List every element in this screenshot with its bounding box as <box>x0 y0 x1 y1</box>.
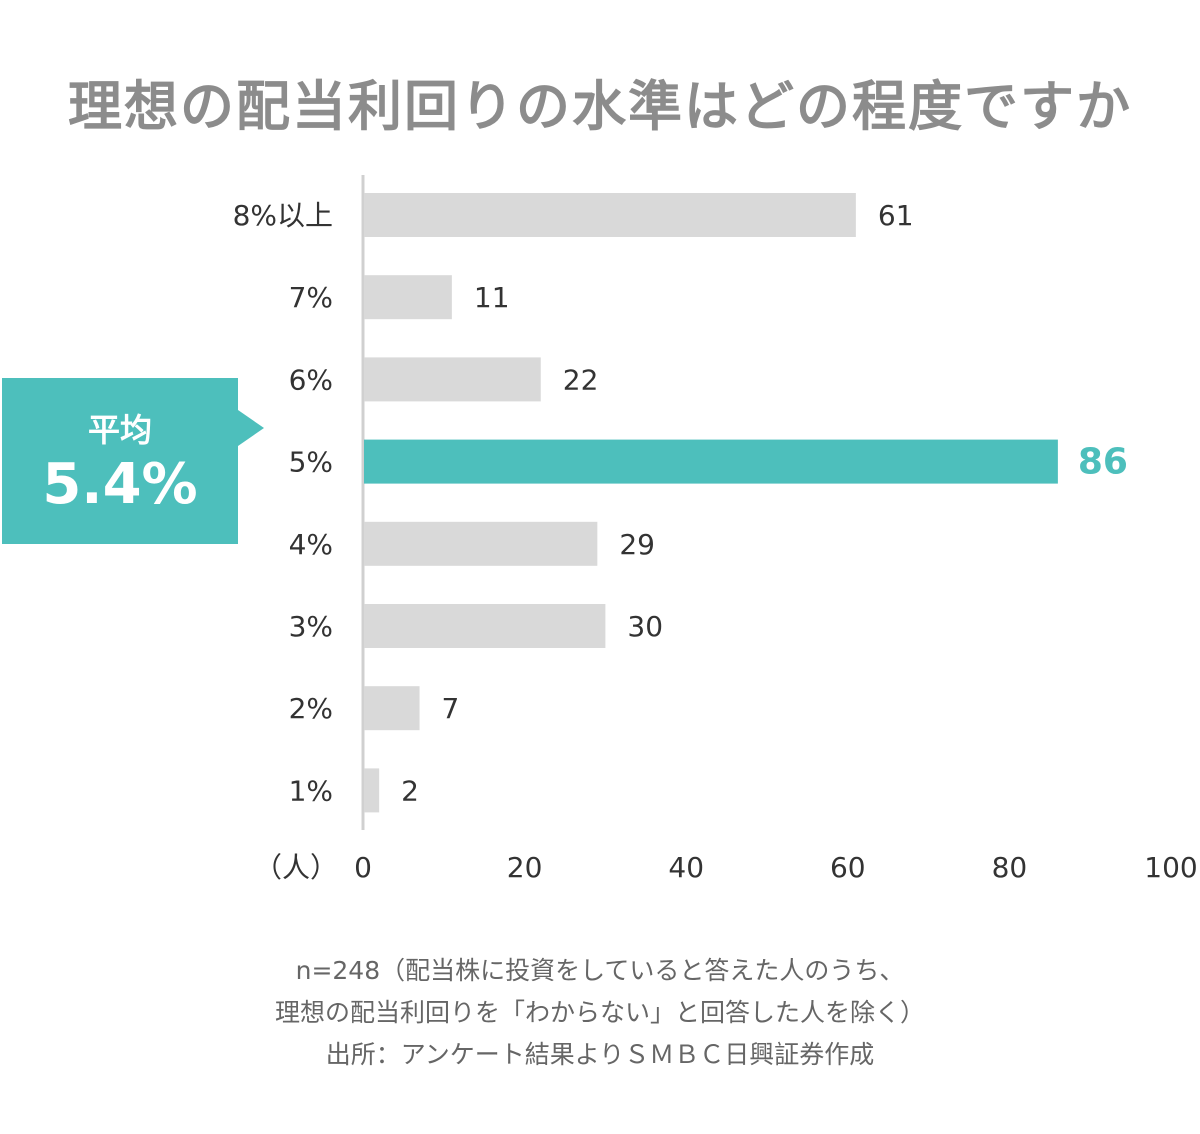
average-callout-shape <box>2 378 264 544</box>
bar <box>364 521 598 566</box>
average-value: 5.4% <box>42 452 198 517</box>
bar <box>364 193 856 237</box>
x-tick-label: 40 <box>668 851 704 884</box>
category-label: 6% <box>289 363 333 396</box>
bar <box>364 604 606 648</box>
data-label: 30 <box>627 610 663 643</box>
category-label: 7% <box>289 281 333 314</box>
footnote-line: 理想の配当利回りを「わからない」と回答した人を除く） <box>274 998 925 1027</box>
chart-title: 理想の配当利回りの水準はどの程度ですか <box>68 75 1132 138</box>
bar <box>364 768 380 813</box>
category-label: 2% <box>289 692 333 725</box>
average-label: 平均 <box>87 411 152 449</box>
data-label: 22 <box>563 363 599 396</box>
category-label: 4% <box>289 528 333 561</box>
bar <box>364 357 541 402</box>
category-label: 8%以上 <box>233 199 333 232</box>
category-label: 1% <box>289 774 333 807</box>
data-label: 29 <box>619 528 655 561</box>
x-tick-label: 20 <box>507 851 543 884</box>
x-tick-label: 80 <box>992 851 1028 884</box>
x-tick-label: 60 <box>830 851 866 884</box>
bar <box>364 275 452 320</box>
data-label: 61 <box>878 199 914 232</box>
data-label: 7 <box>442 692 460 725</box>
footnotes: n=248（配当株に投資をしていると答えた人のうち、 理想の配当利回りを「わから… <box>0 950 1200 1076</box>
data-label: 11 <box>474 281 510 314</box>
x-tick-label: 0 <box>354 851 372 884</box>
category-label: 3% <box>289 610 333 643</box>
category-label: 5% <box>289 446 333 479</box>
x-axis-unit-label: （人） <box>254 851 338 884</box>
footnote-line: n=248（配当株に投資をしていると答えた人のうち、 <box>295 956 905 985</box>
data-label: 86 <box>1078 442 1128 483</box>
x-tick-label: 100 <box>1144 851 1197 884</box>
average-callout <box>2 378 264 544</box>
bar <box>364 686 420 731</box>
bar <box>364 439 1058 484</box>
footnote-line: 出所：アンケート結果よりＳＭＢＣ日興証券作成 <box>325 1040 875 1069</box>
data-label: 2 <box>401 774 419 807</box>
